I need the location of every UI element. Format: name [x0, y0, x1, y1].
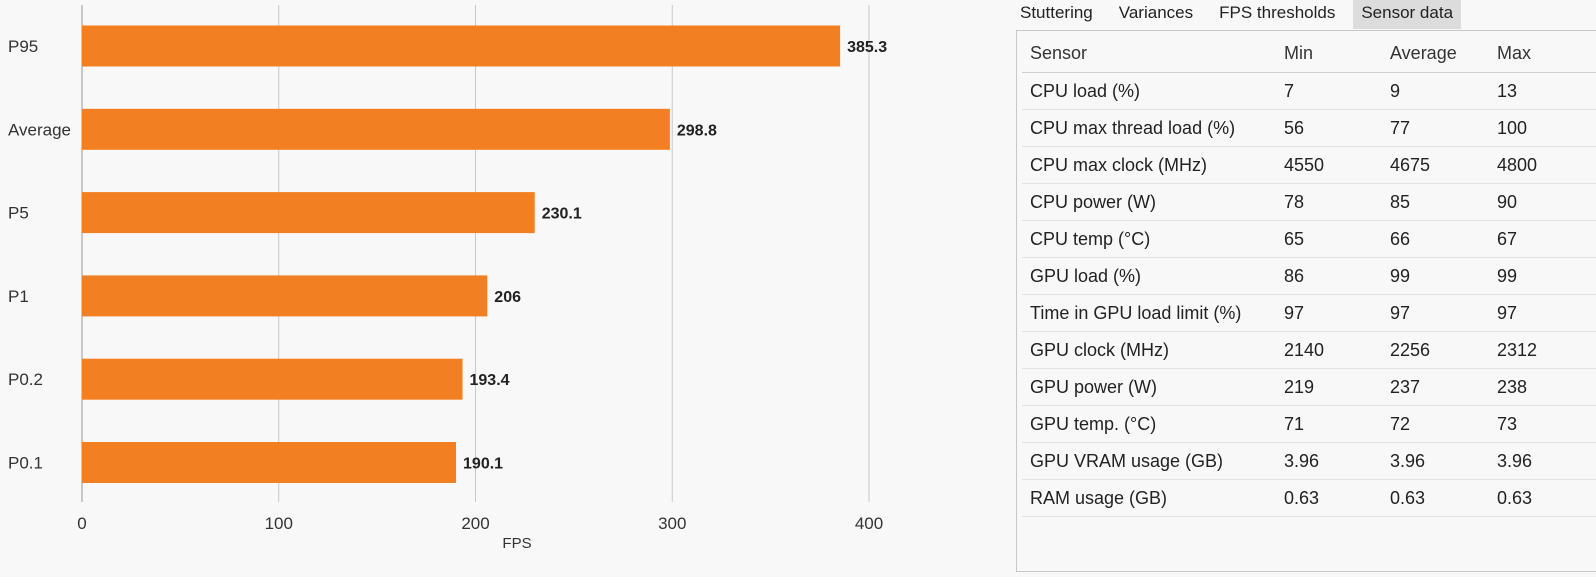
bar [82, 442, 457, 483]
max-cell: 2312 [1497, 339, 1538, 360]
max-cell: 99 [1497, 265, 1518, 286]
average-cell: 237 [1390, 376, 1421, 397]
average-cell: 0.63 [1390, 487, 1426, 508]
data-label: 385.3 [847, 39, 887, 56]
category-label: P5 [8, 204, 29, 223]
max-cell: 0.63 [1497, 487, 1533, 508]
bar [82, 108, 670, 150]
column-header-sensor[interactable]: Sensor [1030, 43, 1088, 63]
average-cell: 4675 [1390, 154, 1431, 175]
max-cell: 97 [1497, 302, 1518, 323]
category-label: P1 [8, 287, 29, 306]
tab-fps-thresholds[interactable]: FPS thresholds [1219, 3, 1336, 22]
category-label: P0.2 [8, 370, 43, 389]
data-label: 298.8 [677, 122, 717, 139]
tab-variances[interactable]: Variances [1118, 3, 1194, 22]
bar [82, 358, 463, 400]
average-cell: 66 [1390, 228, 1411, 249]
x-tick-label: 100 [265, 514, 293, 533]
data-label: 190.1 [463, 456, 503, 473]
sensor-table: Sensor Min Average Max CPU load (%) 7 9 13 C… [1022, 35, 1596, 517]
column-header-average[interactable]: Average [1390, 43, 1457, 63]
table-row[interactable]: GPU temp. (°C) 71 72 73 [1022, 406, 1596, 443]
tab-stuttering[interactable]: Stuttering [1020, 3, 1093, 22]
sensor-name-cell: GPU VRAM usage (GB) [1030, 450, 1224, 471]
sensor-name-cell: GPU load (%) [1030, 265, 1142, 286]
sensor-name-cell: CPU temp (°C) [1030, 228, 1151, 249]
average-cell: 77 [1390, 117, 1411, 138]
average-cell: 3.96 [1390, 450, 1426, 471]
table-row[interactable]: GPU power (W) 219 237 238 [1022, 369, 1596, 406]
column-header-min[interactable]: Min [1284, 43, 1314, 63]
min-cell: 219 [1284, 376, 1315, 397]
table-row[interactable]: CPU temp (°C) 65 66 67 [1022, 221, 1596, 258]
table-row[interactable]: GPU VRAM usage (GB) 3.96 3.96 3.96 [1022, 443, 1596, 480]
table-header-row: Sensor Min Average Max [1022, 35, 1596, 73]
tab-bar: Stuttering Variances FPS thresholds Sens… [1012, 0, 1462, 29]
min-cell: 71 [1284, 413, 1305, 434]
min-cell: 3.96 [1284, 450, 1320, 471]
fps-bar-chart: 0 100 200 300 400 FPS P95 385.3 Average 298.8 P5 23… [8, 5, 887, 552]
max-cell: 90 [1497, 191, 1518, 212]
min-cell: 4550 [1284, 154, 1325, 175]
max-cell: 67 [1497, 228, 1518, 249]
sensor-name-cell: Time in GPU load limit (%) [1030, 302, 1242, 323]
x-tick-label: 200 [461, 514, 489, 533]
column-header-max[interactable]: Max [1497, 43, 1532, 63]
bar [82, 275, 488, 317]
min-cell: 86 [1284, 265, 1305, 286]
sensor-name-cell: CPU power (W) [1030, 191, 1157, 212]
average-cell: 9 [1390, 80, 1401, 101]
x-tick-label: 300 [658, 514, 686, 533]
sensor-name-cell: CPU max thread load (%) [1030, 117, 1236, 138]
table-row[interactable]: GPU clock (MHz) 2140 2256 2312 [1022, 332, 1596, 369]
min-cell: 2140 [1284, 339, 1325, 360]
sensor-name-cell: GPU power (W) [1030, 376, 1158, 397]
x-tick-label: 400 [855, 514, 883, 533]
max-cell: 13 [1497, 80, 1518, 101]
max-cell: 4800 [1497, 154, 1538, 175]
table-row[interactable]: CPU power (W) 78 85 90 [1022, 184, 1596, 221]
average-cell: 2256 [1390, 339, 1431, 360]
category-label: P0.1 [8, 454, 43, 473]
max-cell: 73 [1497, 413, 1518, 434]
sensor-name-cell: CPU max clock (MHz) [1030, 154, 1208, 175]
max-cell: 3.96 [1497, 450, 1533, 471]
sensor-name-cell: GPU clock (MHz) [1030, 339, 1169, 360]
x-tick-label: 0 [77, 514, 86, 533]
sensor-name-cell: GPU temp. (°C) [1030, 413, 1157, 434]
category-label: Average [8, 120, 71, 139]
x-axis-title: FPS [502, 535, 531, 552]
max-cell: 238 [1497, 376, 1528, 397]
bar [82, 25, 841, 67]
average-cell: 99 [1390, 265, 1411, 286]
table-body: CPU load (%) 7 9 13 CPU max thread load (%) 5… [1022, 73, 1596, 517]
min-cell: 65 [1284, 228, 1305, 249]
min-cell: 7 [1284, 80, 1295, 101]
data-label: 206 [494, 289, 521, 306]
max-cell: 100 [1497, 117, 1528, 138]
table-row[interactable]: CPU load (%) 7 9 13 [1022, 73, 1596, 110]
table-row[interactable]: Time in GPU load limit (%) 97 97 97 [1022, 295, 1596, 332]
data-label: 230.1 [542, 206, 582, 223]
sensor-data-panel: Sensor Min Average Max CPU load (%) 7 9 13 C… [1016, 30, 1596, 572]
data-label: 193.4 [470, 372, 510, 389]
sensor-name-cell: CPU load (%) [1030, 80, 1141, 101]
sensor-name-cell: RAM usage (GB) [1030, 487, 1168, 508]
min-cell: 56 [1284, 117, 1305, 138]
table-row[interactable]: RAM usage (GB) 0.63 0.63 0.63 [1022, 480, 1596, 517]
tab-sensor-data[interactable]: Sensor data [1353, 0, 1462, 29]
bar [82, 192, 535, 234]
min-cell: 78 [1284, 191, 1305, 212]
table-row[interactable]: CPU max thread load (%) 56 77 100 [1022, 110, 1596, 147]
min-cell: 0.63 [1284, 487, 1320, 508]
table-row[interactable]: GPU load (%) 86 99 99 [1022, 258, 1596, 295]
table-row[interactable]: CPU max clock (MHz) 4550 4675 4800 [1022, 147, 1596, 184]
average-cell: 72 [1390, 413, 1411, 434]
min-cell: 97 [1284, 302, 1305, 323]
average-cell: 85 [1390, 191, 1411, 212]
category-label: P95 [8, 37, 38, 56]
average-cell: 97 [1390, 302, 1411, 323]
